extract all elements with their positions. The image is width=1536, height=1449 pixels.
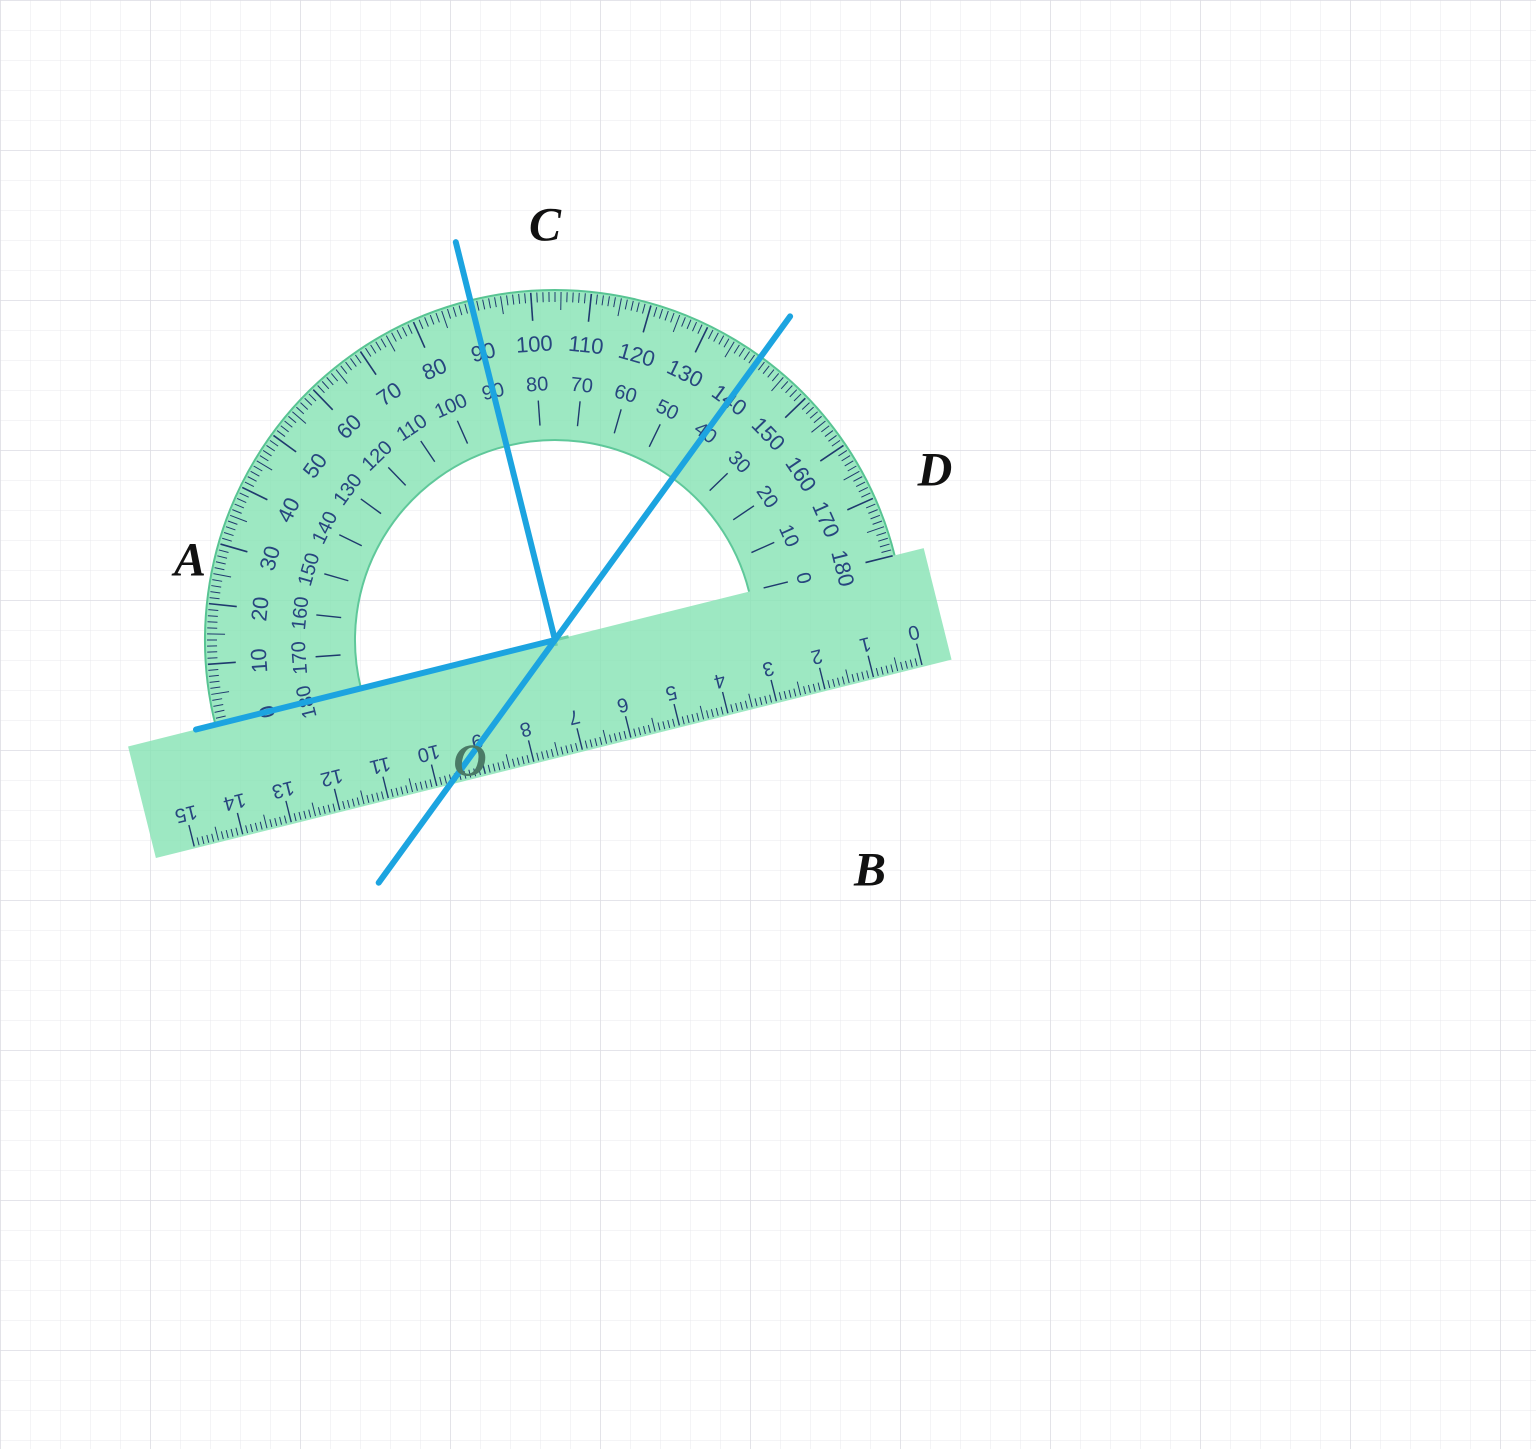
inner-scale-label: 80	[525, 373, 549, 396]
point-label-O: O	[453, 734, 486, 787]
outer-scale-label: 20	[246, 596, 273, 623]
outer-scale-label: 110	[567, 331, 604, 360]
point-label-B: B	[854, 843, 886, 898]
point-label-C: C	[529, 198, 561, 253]
diagram-stage: 0102030405060708090100110120130140150160…	[0, 0, 1536, 1449]
point-label-D: D	[918, 443, 953, 498]
inner-scale-label: 70	[570, 374, 594, 398]
outer-scale-label: 10	[246, 648, 273, 674]
inner-scale-label: 170	[288, 640, 312, 675]
outer-scale-label: 100	[515, 330, 553, 358]
point-label-A: A	[174, 533, 206, 588]
inner-scale-label: 160	[288, 596, 313, 631]
